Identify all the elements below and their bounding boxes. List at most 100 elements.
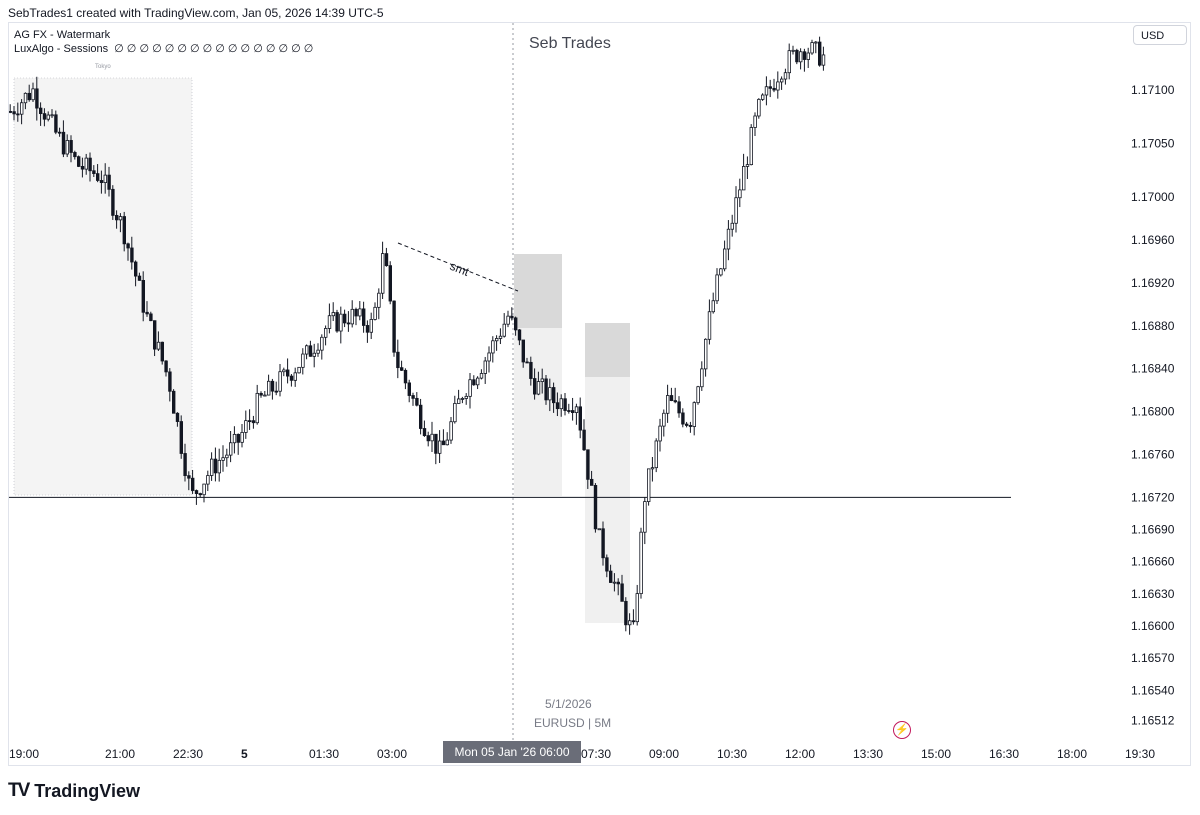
candle xyxy=(335,309,339,333)
candle xyxy=(141,271,145,322)
candle-body xyxy=(597,528,601,531)
y-tick-label: 1.17050 xyxy=(1131,137,1175,151)
candle xyxy=(392,300,396,357)
candle xyxy=(567,403,571,414)
candle-body xyxy=(198,493,202,496)
candle xyxy=(711,292,715,314)
candle-body xyxy=(745,164,750,167)
candle xyxy=(411,392,415,406)
chart-pane[interactable]: 1.17100 1.17050 1.17000 1.16960 1.16920 1.168… xyxy=(8,22,1191,766)
candle-body xyxy=(134,261,138,277)
candle-body xyxy=(392,300,396,353)
candle xyxy=(61,120,66,158)
candle xyxy=(270,378,275,400)
candle-body xyxy=(814,41,818,44)
candle-body xyxy=(301,353,305,368)
candle-body xyxy=(12,111,16,115)
candle-body xyxy=(335,312,339,332)
candle-body xyxy=(88,157,92,172)
candle xyxy=(517,329,522,346)
candle xyxy=(719,267,723,277)
candle xyxy=(491,336,495,363)
candle-body xyxy=(582,429,586,451)
currency-button[interactable]: USD xyxy=(1133,25,1187,45)
indicator-watermark[interactable]: AG FX - Watermark xyxy=(14,29,111,41)
session-box-tokyo xyxy=(13,77,193,496)
candle xyxy=(787,43,791,80)
candle-body xyxy=(422,428,427,437)
candle xyxy=(122,211,126,252)
candle xyxy=(772,78,776,93)
candle xyxy=(426,431,430,447)
y-tick-label: 1.16760 xyxy=(1131,447,1175,461)
footer-branding[interactable]: TV TradingView xyxy=(8,780,140,802)
candle-body xyxy=(574,406,579,413)
candle xyxy=(407,379,411,403)
candle-body xyxy=(31,88,35,101)
candle xyxy=(342,309,347,328)
candle-body xyxy=(403,369,408,384)
candle-body xyxy=(35,88,39,109)
candle-body xyxy=(810,42,814,54)
candle-body xyxy=(312,352,316,357)
candle-body xyxy=(77,156,81,167)
x-tick-label: 03:00 xyxy=(377,747,407,761)
candle xyxy=(9,104,12,114)
candle xyxy=(217,448,221,482)
candle xyxy=(437,430,442,463)
candle xyxy=(662,409,666,437)
candle xyxy=(768,79,772,98)
candle-body xyxy=(270,380,275,392)
candle xyxy=(415,392,419,407)
candle-body xyxy=(259,392,263,396)
candle xyxy=(548,378,552,412)
candle xyxy=(780,76,784,90)
zone-upper-light xyxy=(514,328,562,496)
candle-body xyxy=(544,378,548,401)
candle xyxy=(669,387,674,402)
candle-body xyxy=(278,371,282,392)
candle xyxy=(704,338,708,377)
candle xyxy=(799,48,803,70)
lightning-icon[interactable]: ⚡ xyxy=(893,721,911,739)
candle xyxy=(274,381,278,396)
candle xyxy=(453,395,457,424)
candle-body xyxy=(590,478,594,486)
candle xyxy=(198,492,202,498)
y-tick-label: 1.16800 xyxy=(1131,405,1175,419)
indicator-sessions[interactable]: LuxAlgo - Sessions ∅ ∅ ∅ ∅ ∅ ∅ ∅ ∅ ∅ ∅ ∅… xyxy=(14,42,313,56)
candle-body xyxy=(350,308,354,325)
y-tick-label: 1.16690 xyxy=(1131,523,1175,537)
candle-body xyxy=(650,467,655,470)
candle-body xyxy=(411,395,415,399)
x-tick-label: 22:30 xyxy=(173,747,203,761)
candle-body xyxy=(69,140,73,153)
candle xyxy=(475,376,480,390)
candle xyxy=(160,341,164,365)
candle-body xyxy=(643,501,647,533)
candle-body xyxy=(247,420,252,423)
candle-body xyxy=(609,570,613,583)
candle xyxy=(529,356,533,386)
candle-body xyxy=(685,423,689,426)
candle xyxy=(544,375,548,405)
x-tick-label: 19:30 xyxy=(1125,747,1155,761)
candle-body xyxy=(510,315,514,319)
candle xyxy=(700,361,704,391)
candle xyxy=(764,76,769,106)
candle-body xyxy=(346,322,351,325)
candle xyxy=(609,564,613,583)
candle-body xyxy=(183,453,187,477)
candle xyxy=(23,92,28,110)
candle-body xyxy=(563,398,567,411)
candle-body xyxy=(711,300,715,313)
candle-body xyxy=(396,351,400,369)
candle xyxy=(536,371,541,396)
candle xyxy=(726,220,731,261)
candle-body xyxy=(487,352,491,362)
price-chart[interactable]: 1.17100 1.17050 1.17000 1.16960 1.16920 1.168… xyxy=(9,23,1192,767)
candle xyxy=(749,124,753,166)
candle-body xyxy=(434,433,438,454)
candle xyxy=(791,45,795,55)
candle-body xyxy=(415,397,419,406)
